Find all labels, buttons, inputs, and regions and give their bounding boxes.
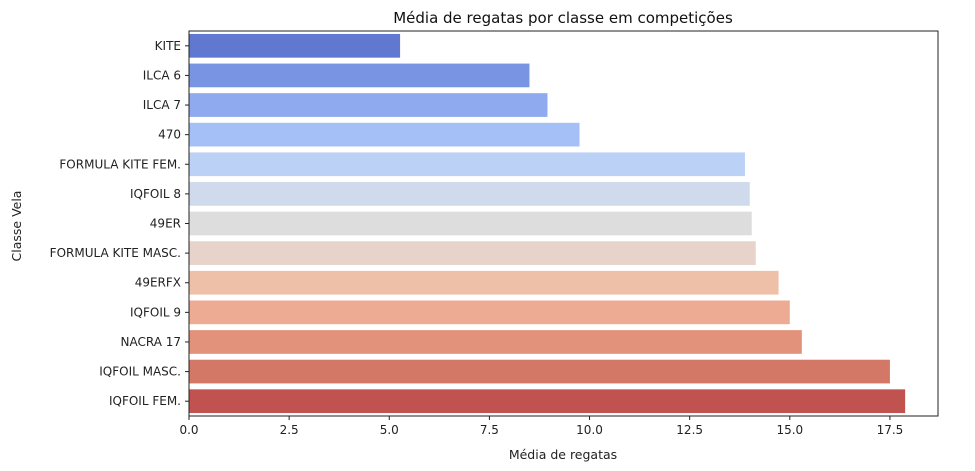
bar [189,389,906,414]
x-axis-title: Média de regatas [509,447,617,462]
y-tick-label: FORMULA KITE MASC. [50,246,181,260]
bar [189,182,750,206]
bar [189,300,790,325]
x-tick-label: 17.5 [877,423,904,437]
x-tick-label: 7.5 [480,423,499,437]
x-axis-ticks: 0.0 2.5 5.0 7.5 10.0 12.5 15.0 17.5 [179,416,903,437]
y-tick-label: IQFOIL FEM. [109,394,181,408]
x-tick-label: 5.0 [380,423,399,437]
y-tick-label: NACRA 17 [121,335,182,349]
plot-frame [188,30,939,417]
bar [189,93,548,117]
y-tick-label: 49ER [150,217,181,231]
bar [189,152,745,177]
y-tick-label: ILCA 7 [143,98,181,112]
y-tick-label: FORMULA KITE FEM. [59,157,181,171]
bars-layer [189,33,906,414]
bar [189,33,401,58]
bar [189,241,756,265]
x-tick-label: 0.0 [179,423,198,437]
bar [189,330,802,354]
bar [189,211,752,236]
bar [189,359,890,384]
chart-title: Média de regatas por classe em competiçõ… [393,9,733,27]
y-axis-ticks: KITE ILCA 6 ILCA 7 470 FORMULA KITE FEM. IQFO… [50,39,189,408]
bar [189,270,779,295]
y-axis-title: Classe Vela [9,191,24,262]
x-tick-label: 10.0 [576,423,603,437]
bar [189,63,530,88]
bar [189,122,580,147]
x-tick-label: 15.0 [776,423,803,437]
y-tick-label: IQFOIL 9 [130,305,181,319]
y-tick-label: 470 [158,128,181,142]
y-tick-label: ILCA 6 [143,68,181,82]
y-tick-label: IQFOIL 8 [130,187,181,201]
y-tick-label: 49ERFX [135,276,181,290]
x-tick-label: 12.5 [676,423,703,437]
y-tick-label: IQFOIL MASC. [99,365,181,379]
x-tick-label: 2.5 [280,423,299,437]
y-tick-label: KITE [155,39,181,53]
